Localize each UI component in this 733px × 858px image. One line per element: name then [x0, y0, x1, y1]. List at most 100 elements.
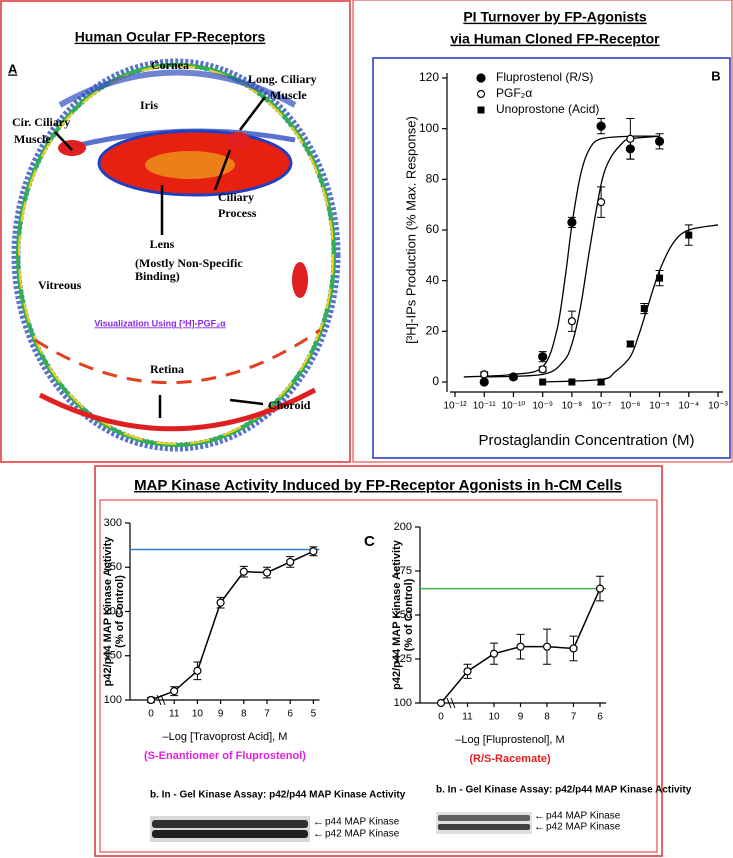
panel-b-frame [372, 57, 731, 459]
marker [595, 584, 605, 593]
y-tick-label: 150 [104, 650, 122, 662]
marker [193, 666, 202, 675]
marker [286, 557, 295, 567]
y-axis-label: (% of Control) [403, 578, 415, 651]
x-tick-label: 11 [169, 709, 180, 720]
x-tick-label: 0 [438, 712, 444, 723]
gel-band-label: p44 MAP Kinase [325, 817, 400, 828]
y-axis-label: (% of Control) [114, 575, 126, 648]
svg-text:←: ← [313, 816, 324, 828]
y-tick-label: 250 [104, 561, 122, 573]
eye-label: Process [218, 206, 257, 220]
marker [597, 198, 606, 207]
x-tick-label: 10⁻¹¹ [473, 401, 497, 412]
marker [262, 568, 272, 577]
y-tick-label: 100 [394, 697, 412, 709]
y-tick-label: 100 [104, 694, 122, 706]
chart-title: PI Turnover by FP-Agonists [463, 9, 647, 25]
eye-label: Lens [150, 237, 175, 251]
y-axis-label: p42/p44 MAP Kinase Activity [391, 539, 403, 690]
x-axis-label: –Log [Travoprost Acid], M [163, 731, 288, 743]
svg-text:←: ← [534, 821, 545, 833]
x-tick-label: 5 [311, 709, 317, 720]
legend-label: Unoprostone (Acid) [496, 102, 599, 116]
marker [463, 667, 472, 676]
eye-label: Muscle [270, 88, 307, 102]
x-tick-label: 7 [571, 712, 577, 723]
y-axis-label: p42/p44 MAP Kinase Activity [102, 536, 114, 687]
marker [216, 598, 225, 607]
x-tick-label: 10⁻⁵ [649, 401, 670, 412]
marker [685, 231, 693, 239]
eye-label: Binding) [135, 269, 180, 283]
svg-text:←: ← [313, 828, 324, 840]
y-tick-label: 300 [104, 517, 122, 529]
marker [309, 547, 318, 556]
eye-label: Long. Ciliary [248, 72, 317, 86]
gel-images: ←← ←← [150, 810, 545, 842]
gel-band-label: p42 MAP Kinase [546, 822, 621, 833]
y-axis-label: [³H]-IPs Production (% Max. Response) [403, 116, 418, 344]
marker [596, 121, 606, 131]
legend-label: Fluprostenol (R/S) [496, 70, 593, 84]
x-tick-label: 6 [287, 709, 293, 720]
x-tick-label: 6 [597, 712, 603, 723]
x-tick-label: 10⁻⁶ [620, 401, 641, 412]
bottom-frame [94, 465, 663, 857]
chart-subtitle: (S-Enantiomer of Fluprostenol) [144, 750, 306, 762]
x-tick-label: 10⁻⁷ [591, 401, 611, 412]
panel-label: B [711, 68, 720, 83]
x-tick-label: 0 [148, 709, 154, 720]
y-tick-label: 80 [426, 172, 440, 186]
y-tick-label: 100 [419, 121, 439, 135]
x-tick-label: 10⁻⁴ [678, 401, 699, 412]
marker [170, 687, 179, 696]
svg-text:←: ← [534, 810, 545, 822]
y-tick-label: 20 [426, 324, 440, 338]
y-tick-label: 200 [394, 521, 412, 533]
y-tick-label: 120 [419, 70, 439, 84]
marker [654, 136, 665, 146]
gel-band-label: p42 MAP Kinase [325, 829, 400, 840]
x-axis-label: Prostaglandin Concentration (M) [479, 432, 695, 449]
marker [567, 217, 577, 227]
panel-frame [352, 0, 733, 463]
x-tick-label: 10 [192, 709, 204, 720]
y-tick-label: 125 [394, 653, 412, 665]
marker [626, 340, 634, 348]
eye-label: Ciliary [218, 190, 254, 204]
eye-label: (Mostly Non-Specific [135, 256, 243, 270]
panel-label: C [364, 533, 375, 550]
eye-label: Retina [150, 362, 184, 376]
x-tick-label: 8 [544, 712, 550, 723]
fit-curve [484, 135, 660, 378]
marker [539, 378, 547, 386]
marker [568, 378, 576, 386]
x-tick-label: 9 [518, 712, 524, 723]
y-tick-label: 150 [394, 609, 412, 621]
y-tick-label: 200 [104, 605, 122, 617]
chart-map-right: 100 125 150 175 200 0 11 10 9 8 7 6 p42/p44 MAP Kina… [364, 521, 692, 833]
eye-label: Cir. Ciliary [12, 115, 70, 129]
x-tick-label: 10⁻³ [708, 401, 728, 412]
panel-a-arrows [54, 96, 266, 418]
x-tick-label: 10⁻¹² [443, 401, 467, 412]
eye-label: Cornea [151, 58, 189, 72]
panel-a-frame [0, 0, 351, 463]
marker [569, 644, 578, 653]
gel-band-label: p44 MAP Kinase [546, 811, 621, 822]
marker [626, 134, 635, 143]
y-tick-label: 0 [432, 374, 439, 388]
section-title: MAP Kinase Activity Induced by FP-Recept… [134, 477, 622, 494]
x-axis-label: –Log [Fluprostenol], M [455, 734, 564, 746]
y-tick-label: 40 [426, 273, 440, 287]
line [150, 550, 314, 701]
marker [479, 377, 489, 387]
fit-curve [542, 224, 719, 383]
marker [538, 352, 548, 362]
eye-label: Visualization Using [³H]-PGF₂α [94, 318, 226, 328]
x-tick-label: 7 [264, 709, 270, 720]
marker [477, 106, 485, 114]
gel-caption: b. In - Gel Kinase Assay: p42/p44 MAP Ki… [436, 785, 692, 796]
